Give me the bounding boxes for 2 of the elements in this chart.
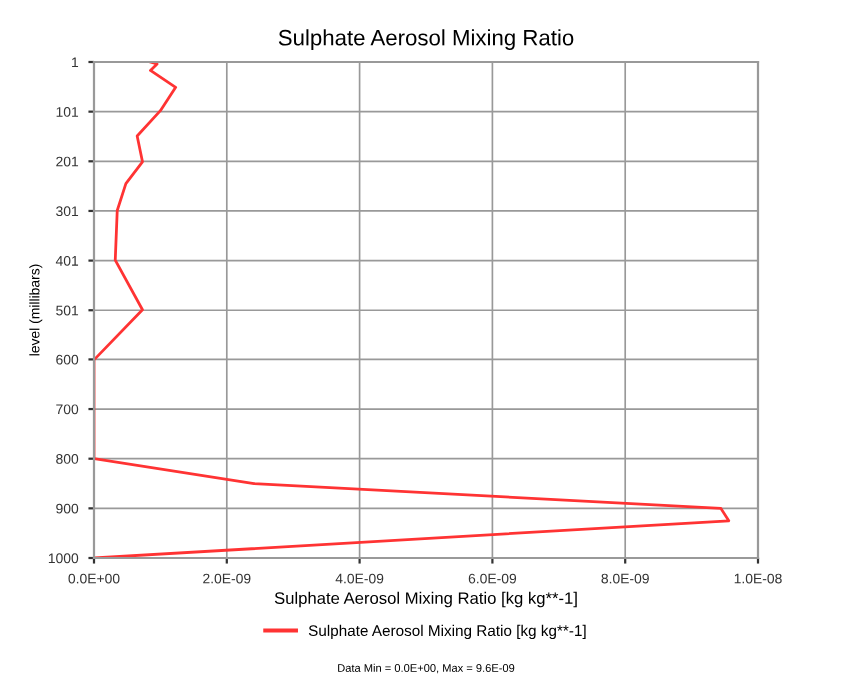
chart-title: Sulphate Aerosol Mixing Ratio bbox=[278, 29, 574, 50]
x-axis-title: Sulphate Aerosol Mixing Ratio [kg kg**-1] bbox=[274, 591, 577, 608]
